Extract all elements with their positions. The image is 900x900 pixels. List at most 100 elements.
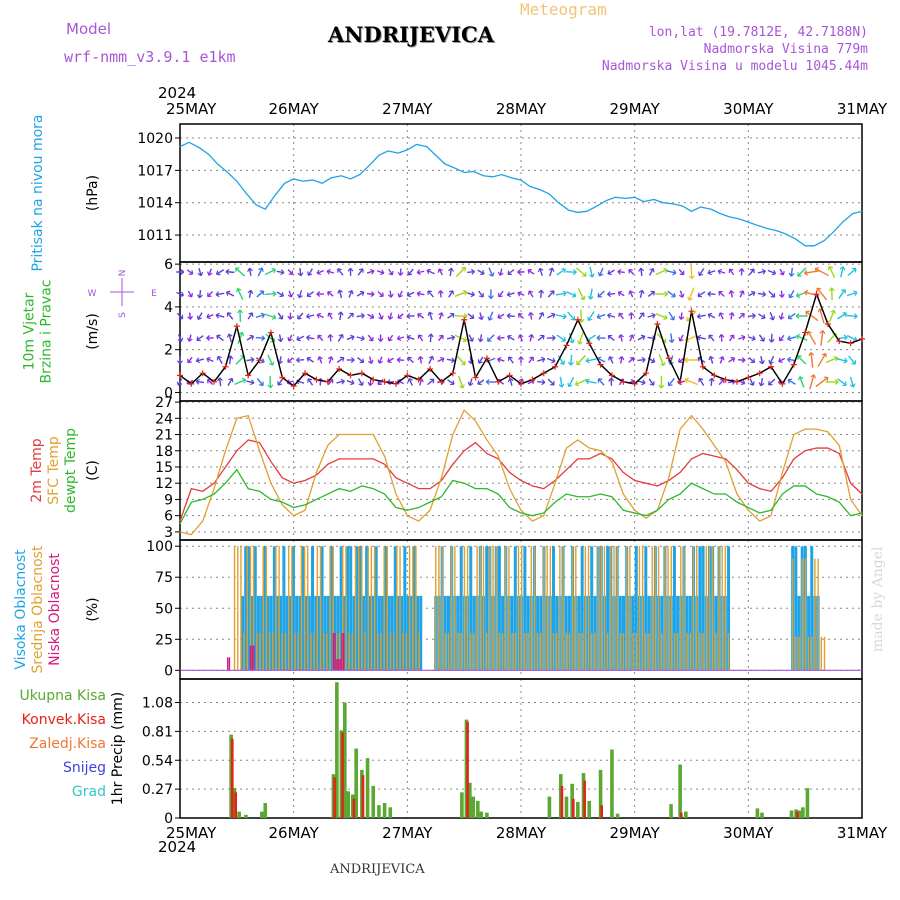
precip-bar [576, 801, 580, 818]
wind-arrow-head [589, 296, 594, 300]
data-point-temp [270, 498, 272, 500]
wind-arrow-shaft [817, 353, 827, 367]
wind-arrow-head [238, 331, 243, 335]
wind-arrow [728, 357, 736, 363]
wind-arrow-shaft [836, 312, 847, 320]
wind-arrow-head [834, 381, 839, 385]
wind-arrow-head [699, 273, 704, 277]
wind-arrow-head [507, 335, 510, 340]
precip-bar [471, 796, 476, 818]
wind-arrow-head [239, 309, 244, 314]
wind-arrow [377, 269, 385, 276]
wind-arrow [555, 313, 567, 320]
wind-arrow [527, 269, 535, 275]
wind-arrow-shaft [566, 291, 577, 297]
wind-arrow [666, 269, 677, 276]
wind-arrow-shaft [288, 334, 293, 342]
wind-arrow-head [697, 316, 702, 320]
data-point-temp [327, 444, 329, 446]
data-point-temp [463, 450, 465, 452]
wind-arrow-shaft [176, 312, 184, 320]
wind-arrow-head [587, 295, 591, 300]
wind-arrow-head [740, 383, 745, 386]
wind-arrow-shaft [707, 293, 716, 295]
wind-arrow-head [191, 270, 194, 275]
wind-arrow [608, 377, 615, 386]
data-point-temp [463, 482, 465, 484]
compass-w: W [88, 289, 97, 299]
wind-arrow-head [426, 268, 431, 271]
wind-arrow-head [527, 269, 530, 274]
wind-arrow-shaft [738, 336, 746, 340]
wind-arrow-head [196, 294, 201, 299]
wind-arrow-head [640, 334, 645, 337]
wind-arrow-head [187, 358, 189, 363]
y-tick-label: 0 [164, 663, 173, 679]
x-tick-label-bottom: 26MAY [269, 824, 320, 842]
y-axis-label-precip: 1hr Precip (mm) [110, 692, 126, 805]
wind-arrow [739, 290, 745, 298]
wind-arrow-head [179, 294, 184, 298]
wind-arrow [407, 377, 413, 386]
wind-arrow-head [788, 378, 793, 381]
wind-arrow [596, 313, 606, 320]
wind-arrow-head [753, 269, 755, 274]
wind-arrow-shaft [437, 334, 444, 342]
wind-arrow-shaft [508, 356, 514, 364]
wind-arrow-head [307, 271, 309, 276]
wind-arrow-head [750, 290, 756, 293]
wind-arrow [778, 312, 785, 320]
wind-arrow-head [628, 290, 631, 295]
wind-arrow [597, 290, 605, 298]
precip-bar [797, 810, 802, 818]
wind-arrow-head [854, 336, 858, 341]
wind-arrow [788, 289, 795, 299]
wind-arrow-shaft [637, 380, 646, 384]
wind-arrow-head [297, 315, 299, 319]
wind-arrow-head [585, 380, 589, 385]
data-point-temp [713, 493, 715, 495]
wind-arrow-head [306, 292, 309, 297]
wind-arrow-shaft [388, 268, 394, 276]
wind-arrow-head [761, 268, 766, 272]
data-point-temp [486, 488, 488, 490]
wind-arrow [176, 356, 183, 365]
wind-arrow-head [497, 335, 501, 339]
wind-arrow-shaft [619, 334, 623, 342]
wind-arrow-head [206, 356, 211, 360]
wind-arrow-head [609, 356, 614, 359]
wind-arrow [738, 334, 746, 341]
wind-arrow-head [499, 272, 504, 276]
precip-bar [333, 777, 336, 818]
wind-arrow-head [664, 293, 669, 297]
data-point-pressure [387, 150, 389, 152]
wind-arrow-head [472, 337, 474, 342]
precip-bar [583, 780, 586, 818]
wind-arrow-head [584, 272, 587, 277]
wind-arrow-head [261, 314, 266, 319]
wind-arrow-shaft [234, 378, 247, 386]
y-axis-label-wind: 10m Vjetar [22, 292, 38, 370]
wind-arrow-shaft [546, 313, 556, 319]
data-point-pressure [833, 231, 835, 233]
wind-arrow [216, 377, 223, 387]
precip-bar [479, 811, 484, 818]
wind-arrow [478, 312, 485, 321]
wind-arrow-head [508, 356, 513, 359]
wind-arrow-shaft [537, 335, 545, 341]
wind-arrow-head [258, 267, 263, 271]
wind-arrow-shaft [455, 267, 466, 277]
wind-arrow [448, 290, 454, 298]
data-point-temp [361, 458, 363, 460]
precip-bar [684, 811, 688, 818]
wind-arrow-head [464, 360, 466, 365]
wind-arrow-shaft [760, 378, 764, 386]
wind-arrow-head [697, 292, 700, 297]
wind-arrow-shaft [358, 378, 364, 386]
data-point-temp [668, 477, 670, 479]
wind-arrow-head [829, 265, 834, 269]
wind-arrow-head [707, 293, 712, 297]
wind-arrow-head [206, 335, 210, 339]
wind-arrow [555, 290, 567, 297]
wind-arrow-head [416, 272, 421, 276]
